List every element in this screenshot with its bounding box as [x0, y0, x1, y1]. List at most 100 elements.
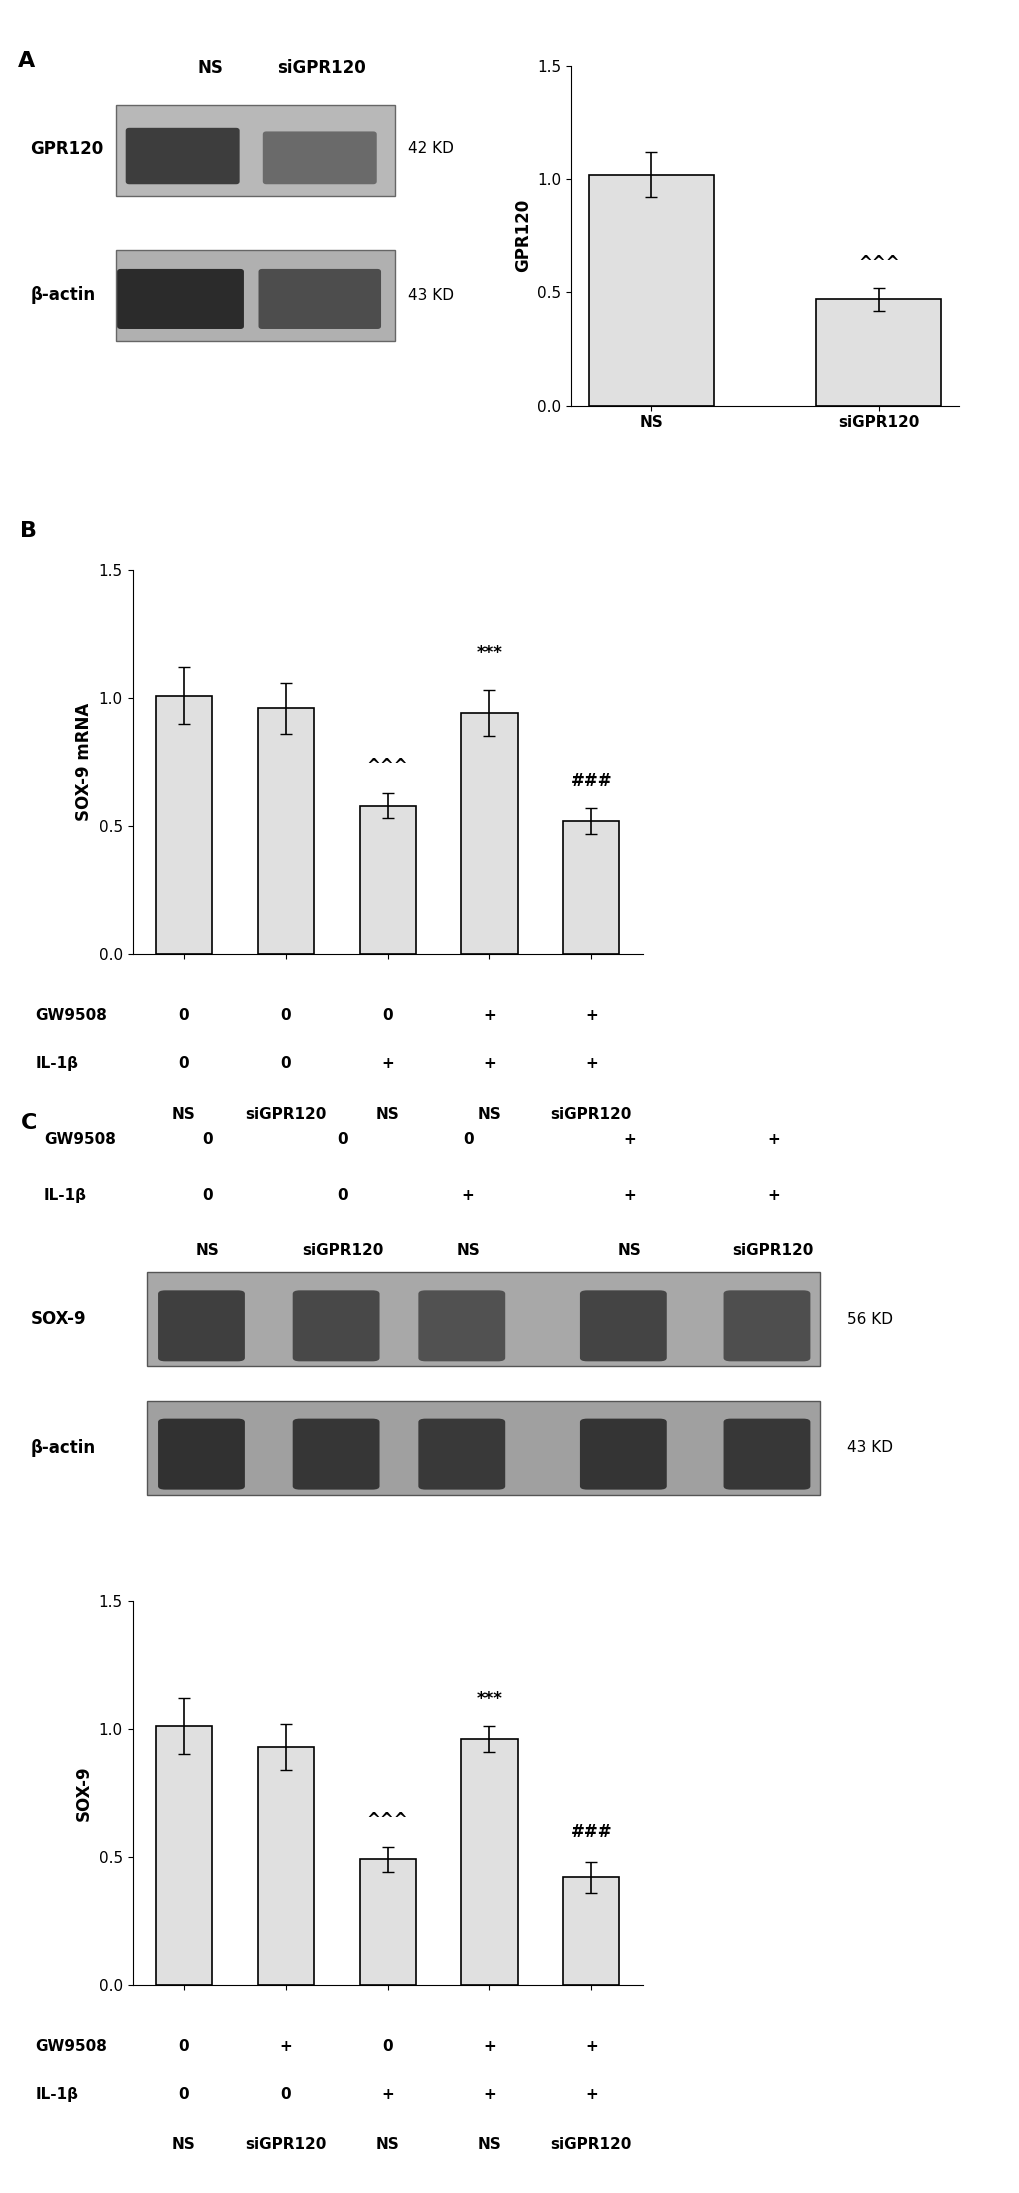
Text: +: + — [766, 1189, 779, 1204]
Text: C: C — [20, 1114, 37, 1134]
Text: 0: 0 — [337, 1189, 347, 1204]
Text: +: + — [585, 2088, 597, 2101]
Text: +: + — [585, 2039, 597, 2053]
Bar — [588, 175, 713, 406]
FancyBboxPatch shape — [158, 1419, 245, 1489]
Text: 56 KD: 56 KD — [847, 1311, 893, 1327]
Bar — [360, 805, 415, 954]
Text: ^^^: ^^^ — [857, 254, 899, 272]
Bar — [360, 1860, 415, 1985]
Bar — [147, 1401, 819, 1496]
Y-axis label: SOX-9: SOX-9 — [75, 1765, 93, 1820]
Text: ***: *** — [476, 645, 502, 662]
Bar — [116, 250, 394, 340]
Bar — [156, 1726, 212, 1985]
Text: 0: 0 — [382, 1009, 392, 1022]
Text: +: + — [766, 1132, 779, 1147]
Text: 43 KD: 43 KD — [408, 287, 453, 303]
Text: 0: 0 — [203, 1189, 213, 1204]
Bar — [258, 1746, 314, 1985]
Text: β-actin: β-actin — [31, 1439, 96, 1456]
Text: 0: 0 — [337, 1132, 347, 1147]
Text: ***: *** — [476, 1691, 502, 1708]
Text: +: + — [483, 2088, 495, 2101]
FancyBboxPatch shape — [418, 1289, 504, 1362]
Text: +: + — [585, 1057, 597, 1070]
FancyBboxPatch shape — [125, 127, 239, 184]
Text: 0: 0 — [178, 1009, 189, 1022]
FancyBboxPatch shape — [418, 1419, 504, 1489]
Text: ###: ### — [570, 772, 611, 789]
Text: 0: 0 — [178, 2088, 189, 2101]
Text: IL-1β: IL-1β — [36, 1057, 78, 1070]
Text: IL-1β: IL-1β — [36, 2088, 78, 2101]
Text: 0: 0 — [203, 1132, 213, 1147]
Text: +: + — [279, 2039, 291, 2053]
FancyBboxPatch shape — [722, 1419, 810, 1489]
Text: A: A — [17, 50, 35, 70]
Text: +: + — [483, 1057, 495, 1070]
Text: 0: 0 — [280, 2088, 290, 2101]
Text: 0: 0 — [178, 1057, 189, 1070]
Text: NS: NS — [196, 1243, 219, 1259]
Text: B: B — [20, 522, 38, 542]
Text: +: + — [381, 1057, 393, 1070]
Bar — [461, 1739, 517, 1985]
Text: NS: NS — [477, 2138, 501, 2151]
Text: NS: NS — [477, 1107, 501, 1121]
Text: β-actin: β-actin — [31, 287, 96, 305]
Text: NS: NS — [198, 59, 223, 77]
Text: siGPR120: siGPR120 — [732, 1243, 813, 1259]
Bar — [562, 1877, 619, 1985]
Text: siGPR120: siGPR120 — [245, 1107, 326, 1121]
Text: NS: NS — [375, 2138, 399, 2151]
Bar — [156, 695, 212, 954]
Text: ###: ### — [570, 1822, 611, 1842]
Text: 0: 0 — [280, 1057, 290, 1070]
Text: siGPR120: siGPR120 — [302, 1243, 383, 1259]
Bar — [147, 1272, 819, 1366]
Bar — [562, 820, 619, 954]
FancyBboxPatch shape — [117, 270, 244, 329]
Text: GW9508: GW9508 — [36, 2039, 107, 2053]
Text: siGPR120: siGPR120 — [277, 59, 366, 77]
Text: ^^^: ^^^ — [367, 757, 408, 774]
Text: +: + — [483, 2039, 495, 2053]
Text: siGPR120: siGPR120 — [550, 1107, 632, 1121]
FancyBboxPatch shape — [158, 1289, 245, 1362]
Text: 0: 0 — [178, 2039, 189, 2053]
Text: ^^^: ^^^ — [367, 1811, 408, 1829]
Text: 0: 0 — [280, 1009, 290, 1022]
Y-axis label: GPR120: GPR120 — [514, 200, 531, 272]
FancyBboxPatch shape — [580, 1419, 666, 1489]
Bar — [116, 105, 394, 195]
Text: +: + — [381, 2088, 393, 2101]
Text: +: + — [623, 1189, 636, 1204]
Text: NS: NS — [172, 2138, 196, 2151]
Text: NS: NS — [618, 1243, 641, 1259]
FancyBboxPatch shape — [292, 1419, 379, 1489]
Text: +: + — [462, 1189, 474, 1204]
Text: 0: 0 — [463, 1132, 473, 1147]
Text: SOX-9: SOX-9 — [31, 1311, 87, 1329]
Bar — [258, 708, 314, 954]
FancyBboxPatch shape — [292, 1289, 379, 1362]
FancyBboxPatch shape — [263, 132, 376, 184]
Text: +: + — [483, 1009, 495, 1022]
Text: siGPR120: siGPR120 — [550, 2138, 632, 2151]
Text: 42 KD: 42 KD — [408, 140, 453, 156]
Text: +: + — [585, 1009, 597, 1022]
Text: 0: 0 — [382, 2039, 392, 2053]
Text: NS: NS — [375, 1107, 399, 1121]
Bar — [461, 713, 517, 954]
Text: NS: NS — [172, 1107, 196, 1121]
Text: GW9508: GW9508 — [44, 1132, 116, 1147]
Text: 43 KD: 43 KD — [847, 1441, 893, 1456]
Bar — [815, 298, 941, 406]
Text: +: + — [623, 1132, 636, 1147]
Text: NS: NS — [455, 1243, 480, 1259]
Y-axis label: SOX-9 mRNA: SOX-9 mRNA — [75, 704, 93, 820]
FancyBboxPatch shape — [258, 270, 381, 329]
FancyBboxPatch shape — [580, 1289, 666, 1362]
Text: siGPR120: siGPR120 — [245, 2138, 326, 2151]
